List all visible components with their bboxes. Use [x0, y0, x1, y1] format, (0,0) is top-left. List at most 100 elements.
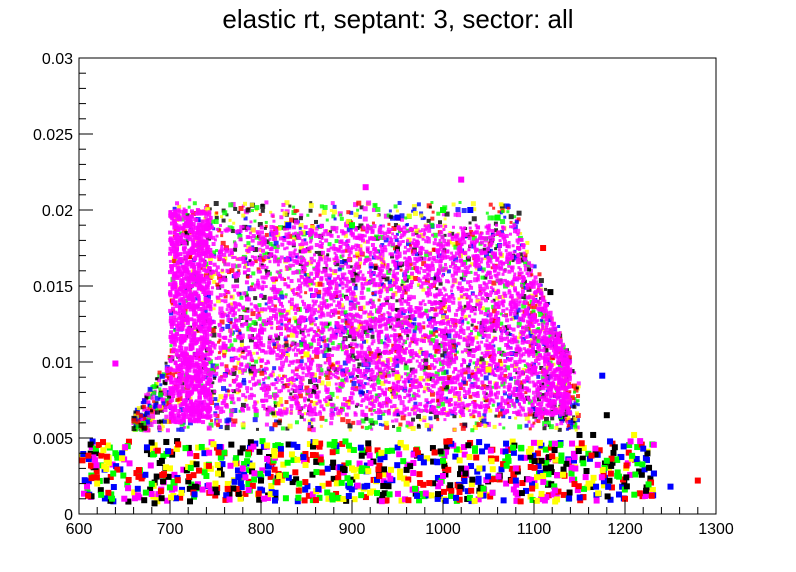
data-point — [231, 389, 236, 394]
data-point — [227, 348, 231, 352]
data-point — [284, 358, 289, 363]
data-point — [543, 363, 547, 367]
data-point — [338, 277, 342, 281]
data-point — [274, 314, 279, 319]
data-point — [177, 204, 182, 209]
data-point — [355, 374, 359, 378]
data-point — [573, 425, 578, 430]
data-point — [272, 309, 277, 314]
data-point — [400, 283, 404, 287]
data-point — [391, 419, 395, 423]
data-point — [271, 244, 277, 250]
data-point — [218, 409, 223, 414]
data-point — [560, 406, 565, 411]
data-point — [468, 362, 472, 366]
data-point — [541, 324, 545, 328]
data-point — [438, 281, 443, 286]
data-point — [335, 230, 339, 234]
data-point — [293, 373, 297, 377]
data-point — [475, 302, 479, 306]
data-point — [311, 349, 316, 354]
data-point — [489, 387, 493, 391]
data-point — [420, 216, 425, 221]
data-point — [509, 225, 513, 229]
data-point — [252, 351, 256, 355]
data-point — [477, 359, 483, 365]
data-point — [477, 344, 481, 348]
data-point — [566, 415, 571, 420]
data-point — [564, 415, 568, 419]
data-point — [358, 257, 363, 262]
data-point — [526, 348, 530, 352]
data-point — [413, 276, 419, 282]
data-point — [325, 375, 331, 381]
data-point — [492, 356, 497, 361]
data-point — [348, 353, 352, 357]
data-point — [467, 373, 473, 379]
data-point — [572, 390, 576, 394]
data-point — [352, 364, 356, 368]
data-point — [343, 233, 348, 238]
data-point — [517, 259, 522, 264]
data-point — [334, 283, 339, 288]
data-point — [246, 267, 251, 272]
data-point — [280, 389, 284, 393]
data-point — [327, 347, 332, 352]
data-point — [546, 311, 550, 315]
data-point — [458, 335, 463, 340]
data-point — [201, 258, 206, 263]
data-point — [457, 321, 461, 325]
data-point — [360, 283, 365, 288]
data-point — [417, 364, 421, 368]
data-point — [440, 341, 444, 345]
data-point — [444, 338, 448, 342]
data-point — [336, 274, 340, 278]
data-point — [160, 422, 164, 426]
data-point — [340, 417, 346, 423]
data-point — [273, 304, 277, 308]
data-point — [307, 348, 311, 352]
data-point — [238, 256, 243, 261]
data-point — [342, 397, 347, 402]
data-point — [215, 413, 220, 418]
data-point — [514, 362, 519, 367]
data-point — [560, 387, 564, 391]
data-point — [226, 393, 230, 397]
data-point — [542, 426, 547, 431]
data-point — [314, 219, 319, 224]
data-point — [303, 318, 307, 322]
data-point — [379, 361, 383, 365]
data-point — [362, 206, 368, 212]
data-point — [499, 312, 503, 316]
data-point — [417, 278, 422, 283]
data-point — [272, 343, 278, 349]
data-point — [336, 365, 340, 369]
data-point — [215, 282, 220, 287]
data-point — [537, 380, 542, 385]
data-point — [229, 401, 233, 405]
data-point — [515, 399, 520, 404]
data-point — [479, 260, 483, 264]
data-point — [387, 362, 391, 366]
data-point — [316, 379, 321, 384]
data-point — [314, 350, 319, 355]
data-point — [268, 334, 273, 339]
data-point — [435, 292, 440, 297]
data-point — [534, 294, 538, 298]
data-point — [541, 384, 545, 388]
data-point — [317, 310, 321, 314]
data-point — [298, 363, 302, 367]
data-point — [414, 369, 418, 373]
data-point — [268, 241, 273, 246]
data-point — [353, 294, 358, 299]
data-point — [384, 387, 388, 391]
data-point — [487, 380, 492, 385]
data-point — [284, 400, 289, 405]
data-point — [214, 363, 219, 368]
data-point — [503, 402, 507, 406]
data-point — [435, 287, 439, 291]
data-point — [368, 425, 373, 430]
data-point — [302, 396, 307, 401]
data-point — [333, 251, 337, 255]
data-point — [233, 243, 238, 248]
